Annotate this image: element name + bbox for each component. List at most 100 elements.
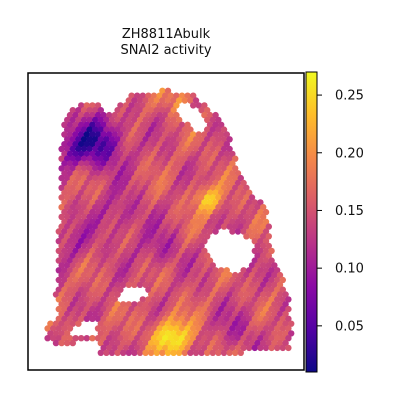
spot	[89, 131, 96, 138]
spot	[80, 165, 88, 172]
spot	[142, 242, 149, 250]
spot	[66, 247, 74, 255]
spot	[201, 111, 208, 119]
spot	[83, 247, 91, 255]
spot	[150, 150, 158, 158]
spot	[257, 238, 264, 245]
spot	[167, 257, 174, 264]
spot	[201, 199, 208, 206]
spot	[148, 320, 155, 327]
spot	[164, 242, 172, 250]
spot	[106, 131, 113, 138]
spot	[131, 136, 138, 143]
spot	[142, 320, 149, 327]
spot	[92, 301, 99, 308]
spot	[260, 310, 267, 318]
spot	[111, 344, 119, 352]
spot	[114, 213, 121, 221]
spot	[63, 320, 71, 327]
spot	[246, 335, 253, 342]
spot	[234, 218, 242, 225]
spot	[201, 179, 208, 187]
spot	[184, 228, 191, 235]
spot	[173, 286, 180, 293]
spot	[156, 228, 163, 235]
spot	[212, 305, 219, 313]
spot	[131, 97, 138, 104]
spot	[78, 189, 85, 196]
spot	[131, 184, 138, 191]
spot	[89, 179, 96, 187]
spot	[128, 218, 135, 225]
spot	[150, 344, 158, 352]
spot	[262, 238, 270, 245]
spot	[173, 325, 180, 332]
spot	[61, 276, 68, 284]
spot	[83, 335, 91, 342]
spot	[117, 325, 124, 332]
spot	[190, 102, 197, 109]
spot	[131, 165, 138, 172]
spot	[114, 301, 121, 308]
spot	[240, 276, 247, 284]
spot	[83, 121, 91, 128]
spot	[248, 223, 256, 230]
spot	[209, 349, 216, 356]
spot	[223, 179, 230, 187]
spot	[117, 335, 124, 342]
spot	[139, 208, 146, 216]
spot	[223, 160, 230, 167]
spot	[187, 165, 194, 172]
spot	[120, 136, 127, 143]
spot	[92, 194, 99, 201]
spot	[131, 126, 138, 133]
spot	[195, 208, 202, 216]
spot	[111, 238, 119, 245]
spot	[145, 335, 152, 342]
spot	[167, 296, 174, 303]
spot	[218, 179, 225, 187]
spot	[92, 126, 99, 133]
spot	[61, 179, 68, 187]
spot	[128, 121, 135, 128]
spot	[131, 301, 138, 308]
spot	[148, 204, 155, 211]
spot	[86, 155, 93, 162]
spot	[97, 310, 105, 318]
spot	[201, 102, 208, 109]
spot	[108, 223, 116, 230]
spot	[192, 136, 200, 143]
spot	[274, 286, 281, 293]
spot	[181, 320, 188, 327]
spot	[223, 199, 230, 206]
spot	[153, 233, 160, 240]
spot	[215, 301, 222, 308]
spot	[167, 92, 174, 99]
spot	[106, 189, 113, 196]
spot	[184, 325, 191, 332]
spot	[134, 179, 141, 187]
spot	[139, 150, 146, 158]
spot	[52, 339, 60, 347]
spot	[215, 126, 222, 133]
spot	[246, 315, 253, 322]
spot	[122, 335, 130, 342]
spot	[97, 349, 105, 356]
spot	[223, 276, 230, 284]
spot	[254, 204, 261, 211]
spot	[173, 247, 180, 255]
spot	[100, 305, 107, 313]
spot	[237, 194, 244, 201]
spot	[92, 184, 99, 191]
spot	[125, 116, 132, 124]
spot	[58, 271, 65, 279]
spot	[139, 344, 146, 352]
spot	[139, 179, 146, 187]
spot	[223, 141, 230, 148]
spot	[134, 218, 141, 225]
spot	[92, 136, 99, 143]
spot	[142, 349, 149, 356]
spot	[223, 267, 230, 274]
spot	[117, 286, 124, 293]
spot	[167, 111, 174, 119]
